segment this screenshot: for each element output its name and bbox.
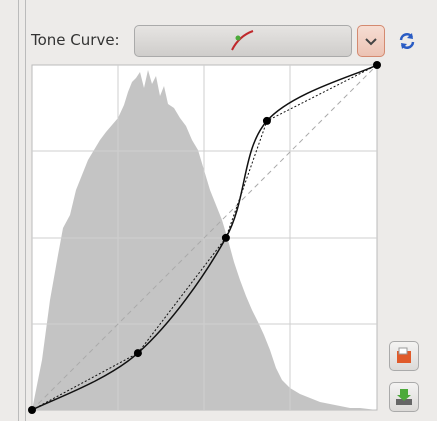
control-point <box>262 116 271 125</box>
control-polygon <box>31 64 378 411</box>
save-button[interactable] <box>389 382 419 412</box>
graph-bg <box>31 64 378 411</box>
open-icon <box>397 347 411 363</box>
dropdown-button[interactable] <box>357 25 385 57</box>
control-point <box>373 61 381 69</box>
curve-icon <box>231 30 254 51</box>
curve-type-button[interactable] <box>134 25 352 57</box>
grid <box>32 65 377 410</box>
save-icon <box>396 389 412 405</box>
panel-border <box>18 0 26 421</box>
tone-curve-label: Tone Curve: <box>31 31 120 49</box>
control-point <box>28 406 36 414</box>
control-point <box>133 349 142 358</box>
identity-line <box>31 64 378 411</box>
refresh-icon[interactable] <box>397 31 417 51</box>
chevron <box>365 38 377 46</box>
control-point <box>221 233 230 242</box>
open-button[interactable] <box>389 341 419 371</box>
tone-curve <box>31 64 378 411</box>
histogram <box>32 70 377 410</box>
